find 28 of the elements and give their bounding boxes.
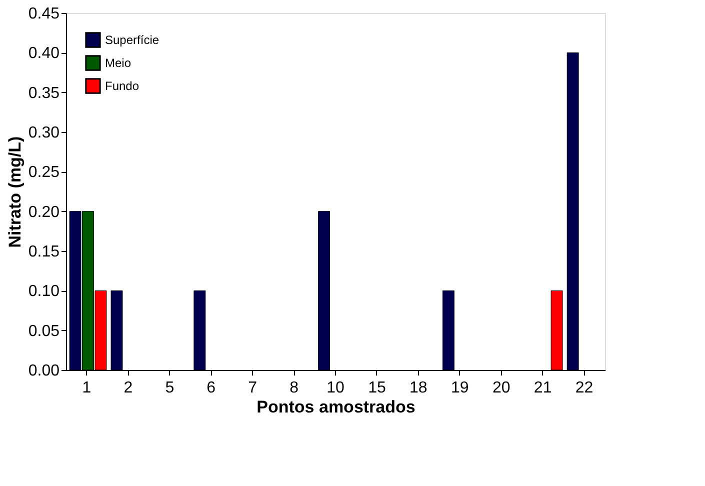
y-axis-title: Nitrato (mg/L)	[5, 136, 24, 248]
legend-label: Fundo	[105, 79, 140, 93]
x-tick-label: 10	[326, 380, 344, 396]
legend-label: Superfície	[105, 33, 160, 47]
y-tick-label: 0.25	[28, 164, 60, 182]
x-tick-label: 2	[124, 380, 133, 396]
x-tick-label: 21	[534, 380, 552, 396]
x-tick-label: 1	[82, 380, 92, 396]
y-tick-label: 0.35	[28, 84, 60, 102]
y-tick-label: 0.05	[28, 322, 60, 340]
y-tick-label: 0.15	[28, 244, 60, 260]
x-tick-label: 22	[575, 380, 594, 396]
x-tick-label: 18	[410, 380, 428, 396]
y-tick-label: 0.10	[28, 283, 60, 300]
x-axis-title: Pontos amostrados	[256, 398, 416, 416]
x-tick-label: 8	[290, 380, 299, 396]
y-tick-label: 0.20	[28, 204, 60, 221]
x-tick-label: 20	[492, 380, 510, 396]
x-tick-label: 5	[165, 380, 174, 396]
x-tick-label: 19	[450, 380, 469, 396]
x-tick-label: 15	[368, 380, 386, 396]
y-tick-label: 0.30	[28, 124, 60, 142]
x-tick-label: 6	[206, 380, 216, 396]
x-tick-label: 7	[248, 380, 258, 396]
y-tick-label: 0.45	[28, 6, 60, 22]
legend-label: Meio	[105, 56, 132, 70]
y-tick-label: 0.40	[28, 45, 60, 62]
y-tick-label: 0.00	[28, 362, 60, 380]
